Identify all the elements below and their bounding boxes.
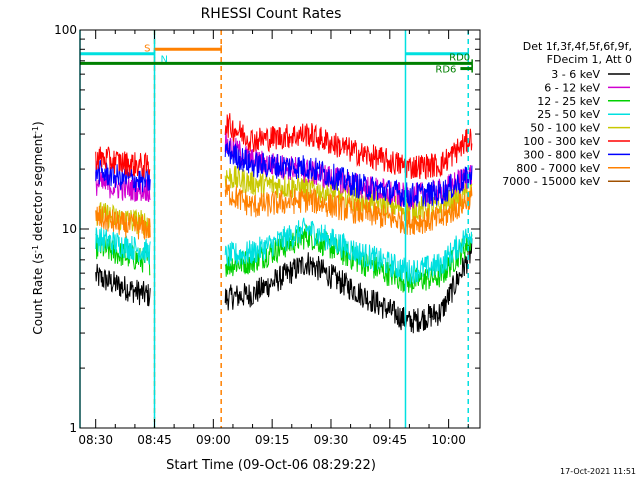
x-tick-label: 08:45 [137, 433, 172, 447]
legend-label-8: 7000 - 15000 keV [502, 175, 600, 188]
legend-label-0: 3 - 6 keV [551, 68, 600, 81]
y-axis-label-sup2: -1 [31, 126, 40, 134]
y-axis-label-end: ) [31, 121, 45, 126]
y-axis-label: Count Rate (s-1 detector segment-1) [31, 121, 46, 334]
legend-label-2: 12 - 25 keV [537, 95, 600, 108]
legend-label-4: 50 - 100 keV [530, 122, 600, 135]
x-tick-label: 08:30 [78, 433, 113, 447]
x-tick-label: 09:30 [314, 433, 349, 447]
x-tick-label: 09:00 [196, 433, 231, 447]
state-bar-label-0: S [144, 43, 150, 54]
y-tick-label: 1 [69, 421, 77, 435]
series-line-5 [95, 113, 473, 180]
series-line-3 [95, 217, 473, 285]
legend-label-1: 6 - 12 keV [544, 81, 600, 94]
legend: Det 1f,3f,4f,5f,6f,9f, FDecim 1, Att 0 3… [502, 40, 632, 188]
legend-header-line-1: Det 1f,3f,4f,5f,6f,9f, [523, 40, 632, 53]
y-axis-label-sup: -1 [31, 245, 40, 253]
legend-header-line-2: FDecim 1, Att 0 [547, 53, 632, 66]
x-axis-label: Start Time (09-Oct-06 08:29:22) [166, 458, 376, 473]
series-line-7 [95, 179, 473, 241]
axes-layer: 1 10 100 08:30 08:45 09:00 09:15 09:30 09:45 10:0… [54, 23, 481, 447]
legend-label-3: 25 - 50 keV [537, 108, 600, 121]
legend-label-7: 800 - 7000 keV [516, 162, 600, 175]
legend-label-5: 100 - 300 keV [523, 135, 600, 148]
series-line-0 [95, 238, 473, 334]
chart-title: RHESSI Count Rates [201, 6, 342, 22]
state-bar-label-4: RD6 [435, 65, 456, 76]
state-bar-label-1: N [161, 55, 168, 66]
y-axis-label-mid: detector segment [31, 134, 45, 245]
x-tick-label: 10:00 [431, 433, 466, 447]
y-tick-label: 10 [62, 222, 77, 236]
timestamp-label: 17-Oct-2021 11:51 [560, 467, 636, 476]
x-tick-label: 09:15 [255, 433, 290, 447]
legend-label-6: 300 - 800 keV [523, 148, 600, 161]
y-tick-label: 100 [54, 23, 77, 37]
y-axis-label-part: Count Rate (s [31, 253, 45, 335]
x-tick-label: 09:45 [373, 433, 408, 447]
plot-layer: SN RD0 RD6 [79, 30, 473, 428]
state-bar-label-3: RD0 [449, 52, 470, 63]
series-line-6 [95, 140, 473, 208]
